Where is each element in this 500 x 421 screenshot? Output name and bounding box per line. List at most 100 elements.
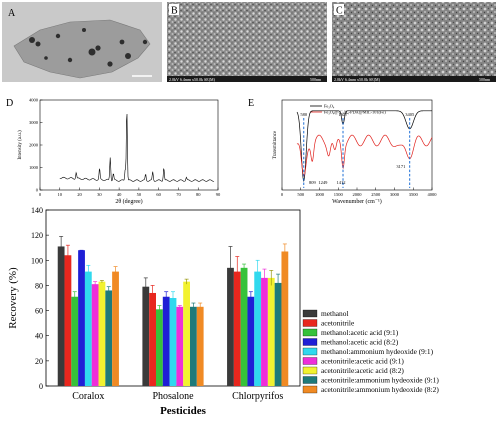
xrd-x-tick-label: 40	[117, 192, 122, 197]
bar	[57, 246, 65, 386]
bar	[240, 267, 248, 386]
xrd-y-tick-label: 3000	[29, 120, 39, 125]
legend-swatch	[302, 328, 318, 337]
panel-label-box-c	[334, 4, 344, 15]
panel-c: 2.0kV 6.4mm x50.0k SE(M) 500nm C	[332, 2, 496, 82]
ftir-band-label: 1627	[339, 112, 349, 117]
bar	[64, 255, 72, 386]
ftir-line-fe3o4	[296, 110, 432, 182]
legend-label: methanol:ammonium hydeoxide (9:1)	[321, 347, 434, 356]
legend-swatch	[302, 376, 318, 384]
bar	[98, 281, 106, 386]
xrd-x-tick-label: 80	[196, 192, 201, 197]
xrd-x-tick-label: 20	[77, 192, 82, 197]
xrd-y-tick-label: 1000	[29, 165, 39, 170]
ftir-x-tick-label: 3000	[390, 192, 400, 197]
ftir-legend-label: Fe₃O₄	[324, 104, 335, 109]
ftir-band-label: 3405	[405, 112, 415, 117]
xrd-frame	[39, 99, 219, 191]
xrd-x-tick-label: 90	[216, 192, 221, 197]
ftir-x-tick-label: 3500	[409, 192, 419, 197]
panel-e: E 0 500 1000 1500 2000 2500 3000 3500 4000 Wavenu…	[248, 98, 437, 205]
legend-label: acetonitrile	[321, 319, 355, 328]
ftir-x-tick-label: 2000	[353, 192, 363, 197]
bar-y-tick-label: 20	[35, 357, 43, 366]
ftir-x-tick-label: 1000	[315, 192, 325, 197]
bar	[112, 271, 119, 386]
bar	[71, 296, 79, 386]
bar-y-tick-label: 100	[31, 256, 43, 265]
sem-scale-c: 500nm	[479, 77, 491, 82]
bar	[183, 281, 190, 386]
xrd-x-tick-label: 50	[137, 192, 142, 197]
sem-caption-strip-c	[332, 76, 496, 82]
legend-swatch	[302, 366, 318, 375]
ftir-line-composite	[296, 134, 433, 177]
xrd-y-tick-label: 0	[36, 188, 39, 193]
bar	[105, 290, 113, 386]
bar	[274, 282, 282, 386]
panel-label-box-b	[169, 4, 179, 15]
bar	[156, 309, 163, 386]
xrd-plot: 0 1000 2000 3000 4000 0 10 20 30 40 50 60 70 80 90 2θ (…	[18, 98, 221, 206]
bar-y-label: Recovery (%)	[7, 267, 19, 329]
bar-y-tick-label: 140	[31, 206, 43, 215]
ftir-x-tick-label: 2500	[371, 192, 381, 197]
panel-label-d: D	[6, 98, 13, 109]
xrd-x-tick-label: 0	[39, 192, 42, 197]
xrd-y-tick-label: 4000	[29, 98, 39, 103]
panel-b: 2.0kV 6.4mm x50.0k SE(M) 500nm B	[167, 2, 327, 82]
bar	[169, 298, 177, 386]
legend-swatch	[302, 338, 318, 346]
sem-caption-b: 2.0kV 6.4mm x50.0k SE(M)	[169, 77, 216, 82]
bar	[254, 271, 262, 386]
ftir-band-label: 809	[309, 180, 317, 185]
ftir-band-label: 1249	[318, 180, 328, 185]
panel-label-a: A	[8, 8, 16, 19]
legend-swatch	[302, 309, 318, 318]
bar	[91, 284, 99, 386]
ftir-x-tick-label: 0	[281, 192, 284, 197]
bar-x-label: Pesticides	[160, 405, 207, 417]
xrd-y-tick-label: 2000	[29, 143, 39, 148]
ftir-x-label: Wavenumber (cm⁻¹)	[332, 198, 382, 205]
ftir-x-tick-label: 500	[297, 192, 305, 197]
bar	[227, 267, 234, 386]
bar-y-tick-label: 80	[35, 281, 43, 290]
ftir-legend-label: Fe₃O₄@-C₃N₄-PDA@MIL-101(Fe)	[324, 110, 386, 115]
bar	[142, 286, 150, 386]
recovery-bar-chart: 0 20 40 60 80 100 120 140 Recovery (%) Pesticides…	[7, 206, 439, 417]
bar	[247, 296, 255, 386]
tem-particles	[29, 28, 148, 67]
legend-label: acetonitrile:ammonium hydeoxide (8:2)	[321, 385, 439, 394]
bar-y-tick-label: 40	[35, 332, 43, 341]
sem-caption-c: 2.0kV 6.4mm x50.0k SE(M)	[334, 77, 381, 82]
xrd-x-tick-label: 30	[97, 192, 102, 197]
bar	[281, 251, 289, 386]
legend-swatch	[302, 385, 318, 394]
panel-a: A	[2, 2, 162, 82]
xrd-x-label: 2θ (degree)	[115, 198, 142, 205]
sem-caption-strip-b	[167, 76, 327, 82]
legend-label: acetonitrile:acetic acid (9:1)	[321, 357, 404, 366]
bar	[267, 277, 275, 386]
panel-label-e: E	[248, 98, 254, 109]
bar	[261, 277, 268, 386]
legend-swatch	[302, 347, 318, 356]
xrd-pattern-line	[59, 113, 215, 182]
panel-label-b: B	[171, 6, 178, 17]
bar-category-label: Chlorpyrifos	[232, 391, 283, 402]
legend-label: methanol:acetic acid (9:1)	[321, 328, 399, 337]
ftir-plot: 0 500 1000 1500 2000 2500 3000 3500 4000 Wavenumb…	[273, 99, 437, 205]
bar	[233, 271, 241, 386]
xrd-x-tick-label: 70	[176, 192, 181, 197]
bar	[84, 271, 92, 386]
bar-y-tick-label: 60	[35, 307, 43, 316]
ftir-y-label: Transmittance	[273, 130, 278, 159]
sem-scale-b: 500nm	[310, 77, 322, 82]
xrd-y-label: Intensity (a.u.)	[18, 130, 23, 160]
legend-label: methanol	[321, 309, 349, 318]
bar	[149, 292, 156, 386]
bar-category-label: Phosalone	[152, 391, 194, 402]
